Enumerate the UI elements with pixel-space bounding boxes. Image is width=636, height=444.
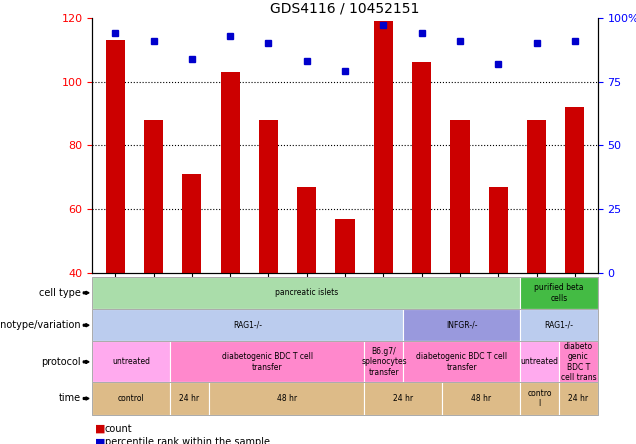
Text: percentile rank within the sample: percentile rank within the sample xyxy=(105,437,270,444)
Text: diabetogenic BDC T cell
transfer: diabetogenic BDC T cell transfer xyxy=(416,352,508,372)
Text: diabeto
genic
BDC T
cell trans: diabeto genic BDC T cell trans xyxy=(560,342,596,382)
Text: 24 hr: 24 hr xyxy=(569,394,588,403)
Text: RAG1-/-: RAG1-/- xyxy=(544,321,574,330)
Bar xyxy=(450,120,469,273)
Text: RAG1-/-: RAG1-/- xyxy=(233,321,262,330)
Bar xyxy=(221,72,240,273)
Text: protocol: protocol xyxy=(41,357,81,367)
Bar xyxy=(412,63,431,273)
Text: INFGR-/-: INFGR-/- xyxy=(446,321,478,330)
Bar xyxy=(144,120,163,273)
Bar xyxy=(374,21,393,273)
Bar xyxy=(488,187,508,273)
Bar xyxy=(335,219,355,273)
Text: 24 hr: 24 hr xyxy=(393,394,413,403)
Text: control: control xyxy=(118,394,144,403)
Text: cell type: cell type xyxy=(39,288,81,298)
Bar xyxy=(297,187,316,273)
Text: untreated: untreated xyxy=(112,357,150,366)
Bar xyxy=(527,120,546,273)
Text: untreated: untreated xyxy=(520,357,558,366)
Text: count: count xyxy=(105,424,132,434)
Text: 48 hr: 48 hr xyxy=(471,394,491,403)
Text: 24 hr: 24 hr xyxy=(179,394,200,403)
Text: ■: ■ xyxy=(95,437,106,444)
Text: diabetogenic BDC T cell
transfer: diabetogenic BDC T cell transfer xyxy=(222,352,313,372)
Text: B6.g7/
splenocytes
transfer: B6.g7/ splenocytes transfer xyxy=(361,347,407,377)
Text: pancreatic islets: pancreatic islets xyxy=(275,288,338,297)
Bar xyxy=(183,174,202,273)
Bar xyxy=(565,107,584,273)
Text: genotype/variation: genotype/variation xyxy=(0,320,81,330)
Title: GDS4116 / 10452151: GDS4116 / 10452151 xyxy=(270,1,420,15)
Text: ■: ■ xyxy=(95,424,106,434)
Bar xyxy=(259,120,278,273)
Text: purified beta
cells: purified beta cells xyxy=(534,283,584,302)
Text: 48 hr: 48 hr xyxy=(277,394,297,403)
Text: contro
l: contro l xyxy=(527,389,552,408)
Text: time: time xyxy=(59,393,81,404)
Bar xyxy=(106,40,125,273)
